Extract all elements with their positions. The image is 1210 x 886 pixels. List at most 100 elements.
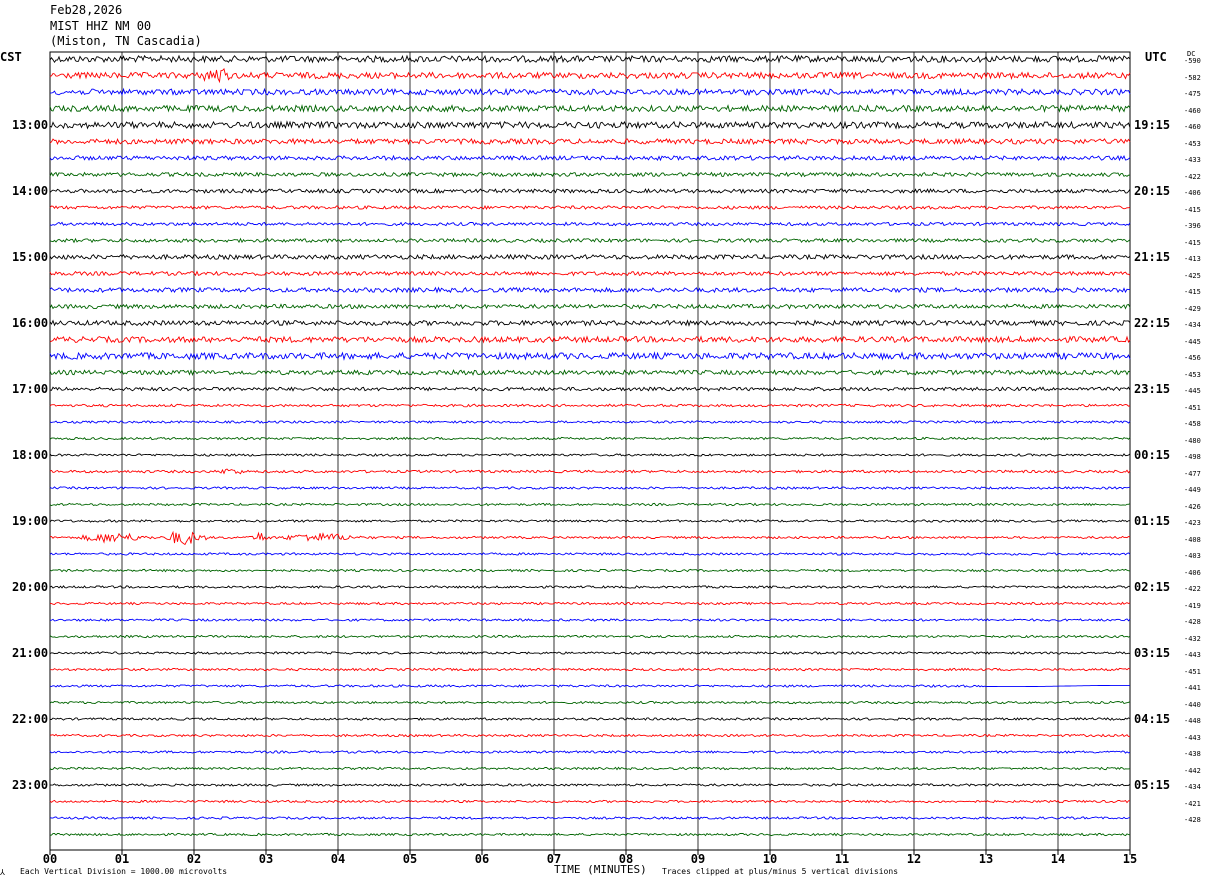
x-tick-label: 12: [907, 852, 921, 866]
trace-row: [49, 783, 1131, 787]
dc-offset-value: -477: [1184, 469, 1201, 478]
trace-row: [49, 766, 1131, 771]
trace-row: [50, 667, 1131, 672]
left-hour-label: 14:00: [12, 184, 49, 198]
left-hour-label: 20:00: [12, 580, 49, 594]
trace-row: [50, 717, 1131, 721]
dc-offset-value: -453: [1184, 370, 1201, 379]
left-hour-label: 18:00: [12, 448, 49, 462]
x-axis-title: TIME (MINUTES): [554, 863, 647, 876]
dc-offset-value: -448: [1184, 717, 1201, 725]
x-tick-label: 07: [547, 852, 561, 866]
trace-row: [49, 54, 1131, 64]
dc-offset-value: -432: [1184, 634, 1201, 643]
dc-offset-value: -415: [1184, 288, 1201, 296]
left-hour-label: 16:00: [12, 316, 49, 330]
trace-row: [49, 120, 1131, 130]
right-hour-label: 21:15: [1134, 250, 1171, 264]
left-hour-label: 21:00: [12, 646, 49, 660]
x-tick-label: 06: [475, 852, 489, 866]
dc-offset-value: -582: [1184, 73, 1201, 82]
trace-row: [49, 552, 1131, 556]
trace-row: [49, 87, 1131, 97]
trace-row: [49, 188, 1131, 194]
dc-offset-value: -415: [1184, 205, 1201, 214]
scale-note: Each Vertical Division = 1000.00 microvo…: [20, 867, 228, 876]
trace-row: [49, 568, 1131, 573]
dc-offset-value: -428: [1184, 618, 1201, 626]
right-hour-label: 01:15: [1134, 514, 1171, 528]
dc-offset-value: -453: [1184, 139, 1201, 148]
dc-offset-value: -396: [1184, 222, 1201, 230]
x-tick-label: 08: [619, 852, 633, 866]
trace-row: [49, 137, 1131, 146]
trace-row: [49, 634, 1131, 639]
trace-row: [49, 651, 1131, 655]
dc-offset-value: -440: [1184, 700, 1201, 709]
clip-note: Traces clipped at plus/minus 5 vertical …: [662, 867, 899, 876]
dc-offset-value: -480: [1184, 436, 1201, 445]
dc-offset-value: -428: [1184, 816, 1201, 824]
right-hour-label: 19:15: [1134, 118, 1171, 132]
x-tick-label: 02: [187, 852, 201, 866]
trace-row: [49, 486, 1131, 490]
dc-offset-value: -419: [1184, 601, 1201, 610]
trace-row: [49, 351, 1131, 361]
trace-row: [49, 601, 1131, 606]
dc-offset-value: -429: [1184, 304, 1201, 313]
trace-row: [49, 816, 1131, 820]
dc-offset-value: -460: [1184, 123, 1201, 131]
right-hour-label: 04:15: [1134, 712, 1171, 726]
dc-offset-value: -406: [1184, 189, 1201, 197]
trace-row: [49, 436, 1131, 441]
trace-row: [49, 502, 1131, 507]
trace-row: [49, 103, 1131, 114]
trace-row: [49, 420, 1131, 424]
x-tick-label: 14: [1051, 852, 1065, 866]
x-tick-label: 04: [331, 852, 345, 866]
dc-offset-value: -443: [1184, 651, 1201, 659]
left-hour-label: 23:00: [12, 778, 49, 792]
left-hour-label: 22:00: [12, 712, 49, 726]
trace-row: [49, 733, 1131, 738]
dc-offset-value: -408: [1184, 535, 1201, 544]
trace-row: [49, 530, 1131, 546]
scale-marker-icon: ⅄: [0, 868, 5, 877]
dc-offset-value: -438: [1184, 750, 1201, 758]
dc-header-label: DC: [1187, 50, 1196, 58]
dc-offset-value: -425: [1184, 271, 1201, 280]
right-hour-label: 22:15: [1134, 316, 1171, 330]
dc-offset-value: -433: [1184, 156, 1201, 164]
right-hour-label: 20:15: [1134, 184, 1171, 198]
trace-row: [49, 154, 1131, 162]
trace-row: [49, 286, 1131, 294]
right-hour-label: 05:15: [1134, 778, 1171, 792]
right-timezone-label: UTC: [1145, 50, 1167, 64]
trace-row: [49, 171, 1131, 178]
left-timezone-label: CST: [0, 50, 22, 64]
dc-offset-value: -426: [1184, 502, 1201, 511]
station-id: MIST HHZ NM 00: [50, 19, 152, 33]
right-hour-label: 00:15: [1134, 448, 1171, 462]
x-tick-label: 10: [763, 852, 777, 866]
plot-date: Feb28,2026: [50, 3, 123, 17]
trace-row: [49, 335, 1131, 344]
trace-row: [49, 832, 1131, 837]
trace-row: [49, 303, 1131, 310]
left-hour-label: 13:00: [12, 118, 49, 132]
dc-offset-value: -442: [1184, 766, 1201, 775]
dc-offset-value: -406: [1184, 568, 1201, 577]
dc-offset-value: -415: [1184, 238, 1201, 247]
trace-row: [49, 253, 1131, 261]
dc-offset-value: -456: [1184, 354, 1201, 362]
trace-row: [49, 403, 1131, 408]
dc-offset-value: -423: [1184, 519, 1201, 527]
trace-row: [49, 585, 1130, 589]
x-tick-label: 00: [43, 852, 57, 866]
x-tick-label: 05: [403, 852, 417, 866]
x-tick-label: 11: [835, 852, 849, 866]
trace-row: [49, 700, 1131, 705]
trace-row: [49, 386, 1131, 392]
plot-frame: [49, 51, 1131, 851]
trace-row: [49, 319, 1131, 327]
